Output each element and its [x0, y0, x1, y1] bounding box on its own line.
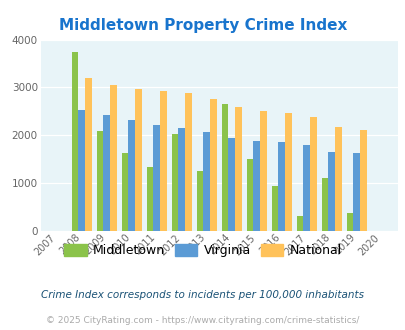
- Bar: [78, 110, 85, 231]
- Bar: [160, 91, 166, 231]
- Bar: [110, 85, 117, 231]
- Bar: [128, 120, 135, 231]
- Bar: [210, 99, 216, 231]
- Bar: [334, 127, 341, 231]
- Bar: [284, 113, 291, 231]
- Bar: [321, 178, 328, 231]
- Text: Crime Index corresponds to incidents per 100,000 inhabitants: Crime Index corresponds to incidents per…: [41, 290, 364, 300]
- Bar: [296, 216, 303, 231]
- Bar: [185, 93, 192, 231]
- Bar: [228, 138, 234, 231]
- Bar: [122, 153, 128, 231]
- Bar: [135, 89, 142, 231]
- Bar: [309, 117, 316, 231]
- Bar: [234, 107, 241, 231]
- Bar: [346, 213, 352, 231]
- Text: Middletown Property Crime Index: Middletown Property Crime Index: [59, 18, 346, 33]
- Bar: [328, 151, 334, 231]
- Bar: [352, 152, 359, 231]
- Bar: [221, 104, 228, 231]
- Bar: [359, 130, 366, 231]
- Bar: [96, 131, 103, 231]
- Bar: [72, 51, 78, 231]
- Bar: [153, 125, 160, 231]
- Bar: [260, 111, 266, 231]
- Bar: [178, 128, 185, 231]
- Bar: [196, 171, 203, 231]
- Bar: [253, 141, 260, 231]
- Bar: [103, 115, 110, 231]
- Bar: [246, 159, 253, 231]
- Bar: [171, 134, 178, 231]
- Bar: [303, 145, 309, 231]
- Legend: Middletown, Virginia, National: Middletown, Virginia, National: [60, 240, 345, 261]
- Bar: [203, 132, 210, 231]
- Bar: [278, 142, 284, 231]
- Bar: [146, 167, 153, 231]
- Bar: [85, 78, 92, 231]
- Text: © 2025 CityRating.com - https://www.cityrating.com/crime-statistics/: © 2025 CityRating.com - https://www.city…: [46, 316, 359, 325]
- Bar: [271, 186, 278, 231]
